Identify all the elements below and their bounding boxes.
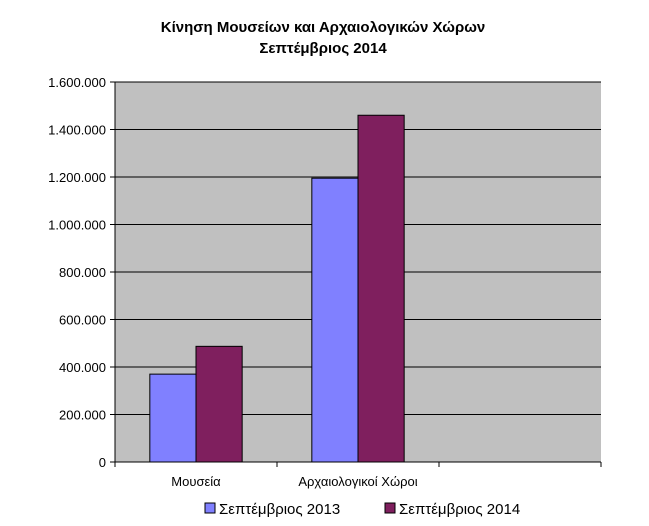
y-tick-label: 1.400.000 bbox=[48, 123, 106, 138]
bars bbox=[149, 114, 405, 463]
y-tick-label: 1.000.000 bbox=[48, 218, 106, 233]
y-tick-label: 1.600.000 bbox=[48, 75, 106, 90]
y-tick-label: 1.200.000 bbox=[48, 170, 106, 185]
y-tick-label: 0 bbox=[99, 455, 106, 470]
bar bbox=[195, 345, 243, 463]
legend-swatch bbox=[204, 502, 216, 514]
chart-subtitle: Σεπτέμβριος 2014 bbox=[259, 40, 387, 57]
y-tick-label: 400.000 bbox=[59, 360, 106, 375]
x-tick-label: Μουσεία bbox=[171, 474, 221, 489]
axes bbox=[110, 81, 602, 467]
x-tick-label: Αρχαιολογικοί Χώροι bbox=[298, 474, 417, 489]
bar bbox=[149, 373, 197, 463]
y-tick-label: 200.000 bbox=[59, 408, 106, 423]
y-axis-tick-labels: 0 200.000 400.000 600.000 800.000 1.000.000 1.… bbox=[48, 75, 106, 470]
legend-swatch bbox=[384, 502, 396, 514]
legend-label: Σεπτέμβριος 2014 bbox=[399, 501, 520, 518]
legend-label: Σεπτέμβριος 2013 bbox=[219, 501, 340, 518]
bar bbox=[311, 177, 359, 463]
bar bbox=[357, 114, 405, 463]
x-axis-tick-labels: Μουσεία Αρχαιολογικοί Χώροι bbox=[171, 474, 417, 489]
y-tick-label: 600.000 bbox=[59, 313, 106, 328]
y-tick-label: 800.000 bbox=[59, 265, 106, 280]
legend: Σεπτέμβριος 2013 Σεπτέμβριος 2014 bbox=[204, 501, 520, 518]
chart-title: Κίνηση Μουσείων και Αρχαιολογικών Χώρων bbox=[161, 19, 486, 36]
